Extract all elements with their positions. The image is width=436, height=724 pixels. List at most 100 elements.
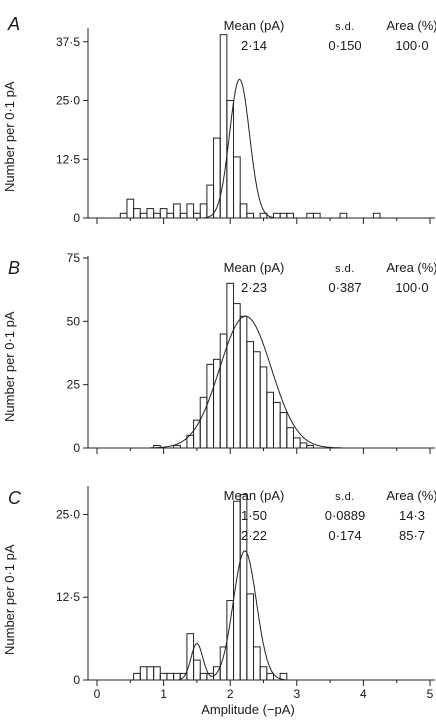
- y-tick-label-c-1: 12·5: [56, 590, 80, 604]
- hist-bar-c-2: [146, 666, 155, 681]
- y-tick-label-c-0: 0: [73, 673, 80, 687]
- stats-header-b-0: Mean (pA): [224, 260, 285, 275]
- x-axis-label: Amplitude (−pA): [201, 702, 295, 717]
- hist-bar-b-9: [233, 303, 241, 449]
- stats-value-a-0-2: 100·0: [395, 38, 428, 53]
- panel-label-b: B: [8, 258, 21, 278]
- stats-value-a-0-1: 0·150: [328, 38, 361, 53]
- stats-value-b-0-2: 100·0: [395, 280, 428, 295]
- panel-label-a: A: [8, 14, 21, 34]
- fit-curve-b: [149, 315, 342, 449]
- stats-value-c-0-2: 14·3: [399, 508, 425, 523]
- hist-bar-a-8: [173, 203, 181, 219]
- stats-header-c-2: Area (%): [386, 488, 436, 503]
- y-tick-label-a-1: 12·5: [56, 152, 80, 166]
- hist-bar-a-4: [146, 208, 155, 219]
- x-tick-label-2: 2: [227, 687, 234, 701]
- hist-bar-a-38: [372, 212, 381, 219]
- hist-bar-c-10: [199, 672, 208, 681]
- x-tick-label-3: 3: [293, 687, 300, 701]
- hist-bar-b-17: [286, 427, 294, 449]
- stats-value-c-0-0: 1·50: [241, 508, 267, 523]
- hist-bar-b-19: [299, 442, 308, 449]
- hist-bar-c-4: [159, 672, 168, 681]
- hist-bar-a-0: [119, 212, 128, 219]
- hist-bar-a-17: [233, 156, 241, 219]
- stats-header-a-1: s.d.: [335, 21, 355, 33]
- y-tick-label-b-0: 0: [73, 441, 80, 455]
- y-tick-label-b-3: 75: [67, 251, 81, 265]
- hist-bar-c-19: [259, 666, 268, 681]
- stats-value-b-0-1: 0·387: [328, 280, 361, 295]
- y-tick-label-c-2: 25·0: [56, 507, 80, 521]
- y-tick-label-a-3: 37·5: [56, 35, 80, 49]
- hist-bar-a-6: [159, 208, 168, 219]
- hist-bar-c-17: [246, 593, 255, 681]
- hist-bar-c-20: [266, 672, 274, 681]
- hist-bar-a-3: [139, 212, 148, 219]
- hist-bar-a-5: [153, 212, 161, 219]
- hist-bar-a-9: [179, 212, 188, 219]
- hist-bar-b-1: [173, 444, 181, 449]
- stats-value-c-0-1: 0·0889: [325, 508, 365, 523]
- hist-bar-b-15: [272, 401, 281, 449]
- hist-bar-b-12: [253, 351, 261, 449]
- hist-bar-a-12: [199, 203, 208, 219]
- hist-bar-b-10: [239, 315, 248, 449]
- hist-bar-c-1: [139, 666, 148, 681]
- hist-bar-a-10: [186, 203, 195, 219]
- stats-header-b-1: s.d.: [335, 263, 355, 275]
- stats-value-b-0-0: 2·23: [241, 280, 267, 295]
- stats-header-c-0: Mean (pA): [224, 488, 285, 503]
- y-tick-label-a-0: 0: [73, 211, 80, 225]
- hist-bar-b-16: [279, 412, 288, 449]
- hist-bar-c-3: [153, 666, 161, 681]
- stats-header-b-2: Area (%): [386, 260, 436, 275]
- hist-bar-c-14: [226, 600, 235, 681]
- hist-bar-b-11: [246, 341, 255, 449]
- hist-bar-b-14: [266, 391, 274, 449]
- stats-value-c-1-1: 0·174: [328, 528, 361, 543]
- hist-bar-a-18: [239, 203, 248, 219]
- hist-bar-a-24: [279, 212, 288, 219]
- hist-bar-b-3: [193, 419, 201, 449]
- hist-bar-a-16: [226, 100, 235, 219]
- hist-bar-c-16: [239, 494, 248, 681]
- hist-bar-a-29: [312, 212, 321, 219]
- hist-bar-c-6: [173, 672, 181, 681]
- hist-bar-c-9: [193, 659, 201, 681]
- hist-bar-a-7: [166, 212, 175, 219]
- hist-bar-a-28: [306, 212, 314, 219]
- stats-value-a-0-0: 2·14: [241, 38, 267, 53]
- hist-bar-a-19: [246, 212, 255, 219]
- hist-bar-a-2: [133, 208, 141, 219]
- panel-label-c: C: [8, 488, 21, 508]
- hist-bar-b-7: [219, 333, 228, 449]
- hist-bar-b-20: [306, 444, 314, 449]
- stats-header-a-2: Area (%): [386, 18, 436, 33]
- stats-header-a-0: Mean (pA): [224, 18, 285, 33]
- hist-bar-c-5: [166, 672, 175, 681]
- hist-bar-b-18: [292, 437, 301, 449]
- fit-curve-c: [178, 550, 285, 681]
- hist-bar-b-4: [199, 396, 208, 449]
- hist-bar-c-8: [186, 633, 195, 681]
- hist-bar-a-33: [339, 212, 348, 219]
- stats-value-c-1-0: 2·22: [241, 528, 267, 543]
- hist-bar-a-11: [193, 212, 201, 219]
- hist-bar-b-13: [259, 366, 268, 449]
- hist-bar-a-25: [286, 212, 294, 219]
- hist-bar-a-21: [259, 212, 268, 219]
- stats-header-c-1: s.d.: [335, 491, 355, 503]
- hist-bar-b-8: [226, 282, 235, 449]
- hist-bar-c-18: [253, 646, 261, 681]
- x-tick-label-0: 0: [94, 687, 101, 701]
- y-tick-label-b-2: 50: [67, 314, 81, 328]
- hist-bar-b-6: [213, 358, 221, 449]
- stats-value-c-1-2: 85·7: [399, 528, 425, 543]
- y-tick-label-a-2: 25·0: [56, 94, 80, 108]
- hist-bar-a-1: [126, 198, 135, 219]
- hist-bar-a-13: [206, 184, 215, 219]
- x-tick-label-5: 5: [427, 687, 434, 701]
